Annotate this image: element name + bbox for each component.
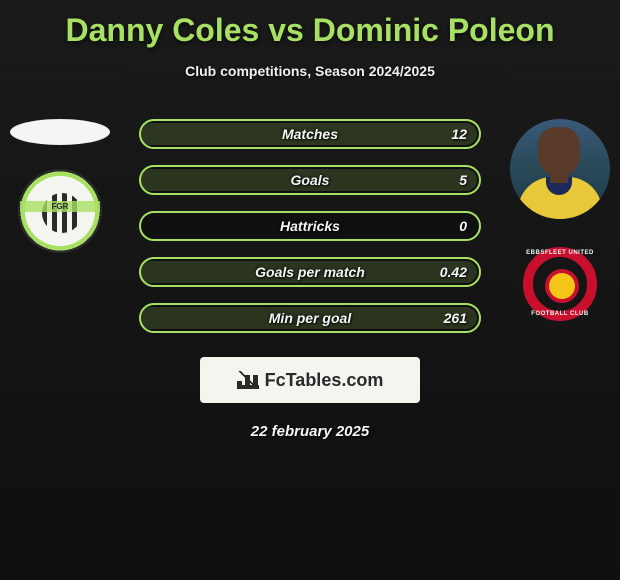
stat-label: Goals bbox=[141, 167, 479, 193]
club-crest-ebbsfleet: EBBSFLEET UNITED FOOTBALL CLUB bbox=[515, 239, 605, 329]
stat-right-value: 261 bbox=[444, 305, 467, 331]
page-title: Danny Coles vs Dominic Poleon bbox=[0, 0, 620, 49]
stat-row-min-per-goal: Min per goal 261 bbox=[139, 303, 481, 333]
stat-right-value: 5 bbox=[459, 167, 467, 193]
stat-row-matches: Matches 12 bbox=[139, 119, 481, 149]
stat-label: Goals per match bbox=[141, 259, 479, 285]
stat-row-goals-per-match: Goals per match 0.42 bbox=[139, 257, 481, 287]
comparison-panel: FGR EBBSFLEET UNITED FOOTBALL CLUB Match… bbox=[0, 119, 620, 440]
player-right-avatar bbox=[510, 119, 610, 219]
bar-chart-icon bbox=[237, 371, 259, 389]
stat-label: Min per goal bbox=[141, 305, 479, 331]
player-left-column: FGR bbox=[10, 119, 110, 253]
club-crest-forest-green: FGR bbox=[18, 169, 102, 253]
stat-bars: Matches 12 Goals 5 Hattricks 0 Goals per… bbox=[139, 119, 481, 333]
stat-right-value: 12 bbox=[451, 121, 467, 147]
stat-row-hattricks: Hattricks 0 bbox=[139, 211, 481, 241]
stat-label: Matches bbox=[141, 121, 479, 147]
stat-right-value: 0 bbox=[459, 213, 467, 239]
stat-row-goals: Goals 5 bbox=[139, 165, 481, 195]
stat-right-value: 0.42 bbox=[440, 259, 467, 285]
watermark-text: FcTables.com bbox=[265, 370, 384, 391]
subtitle: Club competitions, Season 2024/2025 bbox=[0, 63, 620, 79]
player-left-avatar bbox=[10, 119, 110, 145]
player-right-column: EBBSFLEET UNITED FOOTBALL CLUB bbox=[510, 119, 610, 329]
stat-label: Hattricks bbox=[141, 213, 479, 239]
watermark: FcTables.com bbox=[200, 357, 420, 403]
date-label: 22 february 2025 bbox=[0, 423, 620, 440]
